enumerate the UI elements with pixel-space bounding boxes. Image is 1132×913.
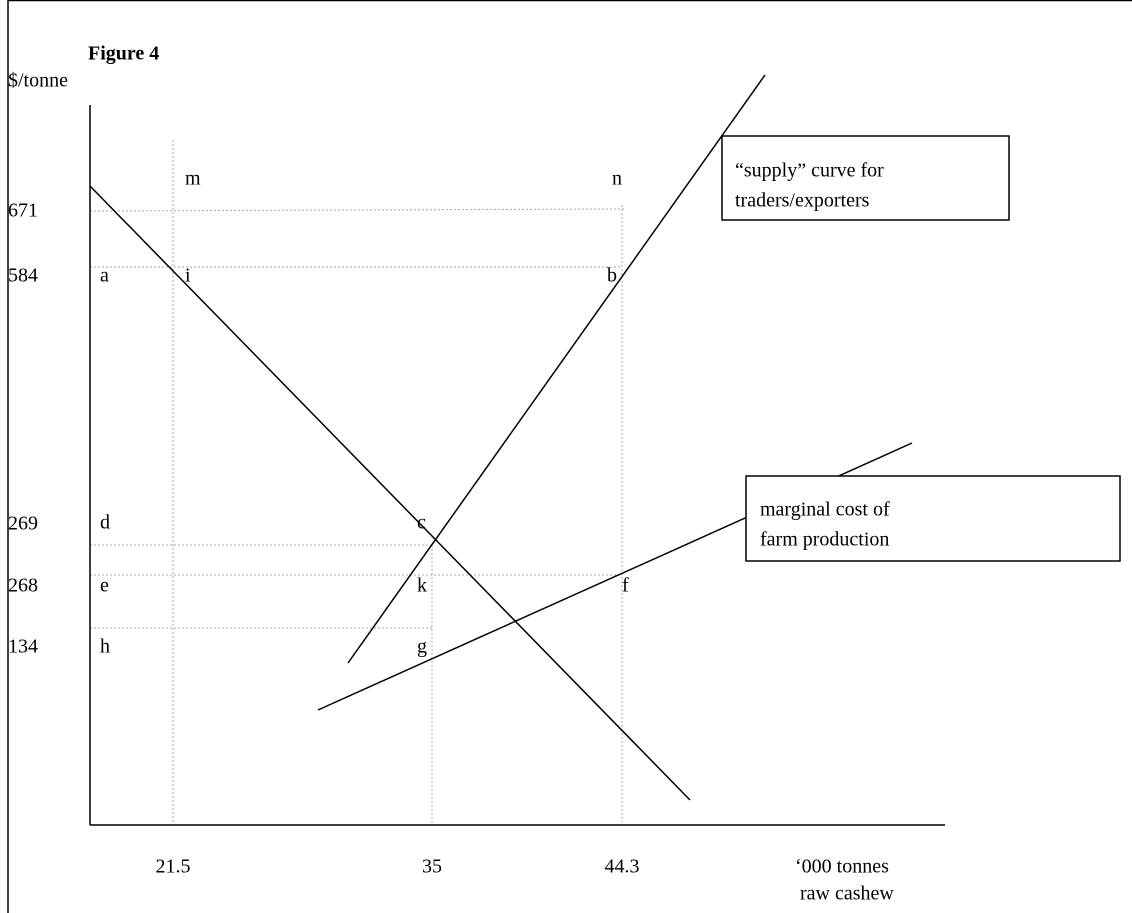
box-text: traders/exporters <box>735 190 870 212</box>
x-label: 44.3 <box>605 856 640 878</box>
point-label: g <box>417 636 427 658</box>
x-axis-label: ‘000 tonnes <box>795 856 889 878</box>
guides <box>89 140 627 822</box>
point-label: b <box>607 265 617 287</box>
point-label: n <box>612 168 622 190</box>
label-box <box>721 135 1010 221</box>
title: Figure 4 <box>88 43 159 65</box>
y-label: 134 <box>8 636 38 658</box>
x-label: 35 <box>422 856 442 878</box>
y-label: 671 <box>8 200 38 222</box>
box-text: farm production <box>760 529 889 551</box>
point-label: c <box>417 512 426 534</box>
point-label: e <box>100 575 109 597</box>
point-label: f <box>622 575 629 597</box>
y-axis-label: $/tonne <box>8 70 68 92</box>
y-label: 268 <box>8 575 38 597</box>
point-label: k <box>417 575 427 597</box>
x-label: 21.5 <box>156 856 191 878</box>
supply-curve <box>347 74 766 664</box>
x-axis-label: raw cashew <box>800 883 894 905</box>
label-box <box>745 475 1121 562</box>
point-label: m <box>185 168 201 190</box>
guide-line <box>89 208 627 212</box>
y-label: 584 <box>8 265 38 287</box>
point-label: a <box>100 265 109 287</box>
y-label: 269 <box>8 513 38 535</box>
box-text: “supply” curve for <box>735 160 884 182</box>
point-label: h <box>100 636 110 658</box>
demand-curve <box>89 185 691 801</box>
box-text: marginal cost of <box>760 499 890 521</box>
frame <box>7 0 1132 913</box>
point-label: d <box>100 512 110 534</box>
point-label: i <box>185 265 191 287</box>
